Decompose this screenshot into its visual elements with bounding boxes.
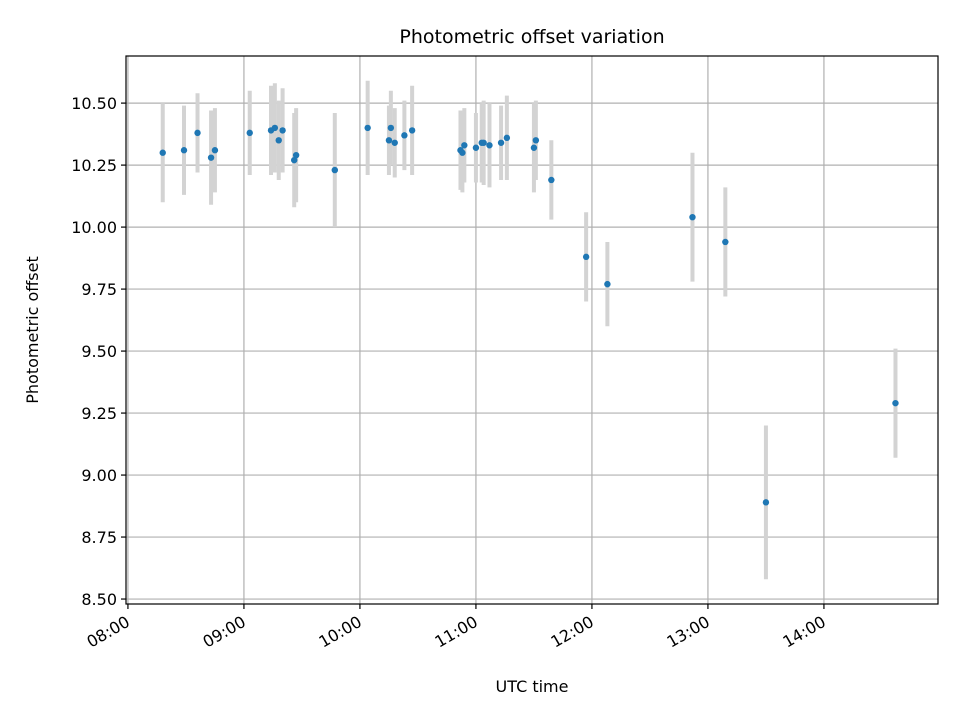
data-point [364,124,371,132]
y-axis-label: Photometric offset [23,256,42,404]
data-point [271,124,279,132]
data-point [401,132,408,139]
data-point [459,149,466,156]
x-tick-label: 14:00 [780,612,829,652]
x-axis-label: UTC time [496,677,569,696]
data-point [180,147,188,154]
y-tick-label: 9.25 [81,404,117,423]
grid-layer [126,56,938,604]
data-point [472,144,480,151]
data-point [246,129,253,137]
x-tick-label: 10:00 [316,612,365,652]
data-point [207,154,215,161]
x-tick-label: 11:00 [432,612,481,652]
data-point [582,253,590,261]
x-tick-label: 13:00 [664,612,713,652]
y-tick-label: 10.00 [71,218,117,237]
data-point [159,149,166,156]
data-point-layer [159,124,899,506]
chart-title: Photometric offset variation [399,26,664,48]
data-point [385,137,393,144]
data-point [604,280,611,288]
data-point [503,134,511,142]
data-point [892,399,899,407]
y-tick-label: 9.75 [81,280,117,299]
plot-frame [125,55,939,605]
data-point [689,213,696,221]
y-tick-label: 10.50 [71,94,117,113]
x-tick-label: 08:00 [84,612,133,652]
data-point [530,144,538,151]
data-point [275,137,282,144]
data-point [291,156,298,164]
x-tick-label: 12:00 [548,612,597,652]
data-point [408,127,416,134]
data-point [391,139,398,146]
data-point [387,124,395,132]
data-point [279,127,286,134]
data-point [722,238,729,246]
y-tick-label: 9.50 [81,342,117,361]
data-point [762,499,770,506]
y-tick-label: 9.00 [81,466,117,485]
x-tick-label: 09:00 [200,612,249,652]
y-tick-label: 10.25 [71,156,117,175]
data-point [548,176,555,184]
data-point [486,142,493,149]
data-point [497,139,505,146]
data-point [211,147,219,154]
data-point [480,139,487,146]
y-tick-label: 8.50 [81,590,117,609]
data-point [532,137,540,144]
y-tick-label: 8.75 [81,528,117,547]
error-bar-layer [160,80,898,580]
data-point [194,129,201,137]
data-point [461,142,468,149]
data-point [292,151,300,159]
data-point [331,166,338,174]
